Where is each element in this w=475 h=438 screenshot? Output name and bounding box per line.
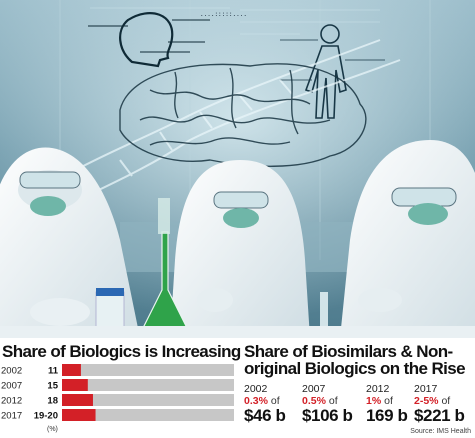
lab-photo: ....:::::....	[0, 0, 475, 338]
year-label: 2007	[302, 383, 326, 395]
bar-track	[62, 409, 234, 421]
year-label: 2012	[366, 383, 390, 395]
bar-2012	[62, 394, 93, 406]
share-value: 2-5%	[414, 395, 439, 407]
bar-year-label: 2002	[1, 366, 22, 377]
bar-value-label: 18	[47, 396, 58, 407]
bar-year-label: 2012	[1, 396, 22, 407]
bar-2002	[62, 364, 81, 376]
hologram-body-icon	[280, 24, 385, 119]
share-value: 1%	[366, 395, 382, 407]
lab-table	[0, 326, 475, 338]
market-amount: $46 b	[244, 406, 286, 425]
biosimilars-col-2007: 2007 0.5% of $106 b	[302, 384, 364, 425]
bar-2017	[62, 409, 96, 421]
bar-value-label: 11	[48, 366, 59, 377]
biologics-chart-title: Share of Biologics is Increasing	[2, 342, 241, 361]
bar-track	[62, 379, 234, 391]
of-text: of	[328, 395, 338, 407]
of-text: of	[441, 395, 451, 407]
scientist-right	[340, 140, 475, 338]
biologics-bar-chart: 2002 11 2007 15 2012 18 2017 19-20 (%)	[1, 364, 234, 433]
of-text: of	[270, 395, 280, 407]
bar-track	[62, 394, 234, 406]
market-amount: $106 b	[302, 406, 353, 425]
share-line: 0.5% of	[302, 395, 364, 407]
source-note: Source: IMS Health	[410, 428, 471, 435]
share-value: 0.3%	[244, 395, 268, 407]
bar-2007	[62, 379, 88, 391]
biosimilars-panel: Share of Biosimilars & Non-original Biol…	[244, 338, 475, 438]
market-amount: $221 b	[414, 406, 465, 425]
biosimilars-columns: 2002 0.3% of $46 b 2007 0.5% of $106 b 2…	[244, 384, 475, 428]
unit-label: (%)	[47, 426, 58, 433]
year-label: 2002	[244, 383, 268, 395]
biosimilars-col-2017: 2017 2-5% of $221 b	[414, 384, 475, 425]
biosimilars-col-2002: 2002 0.3% of $46 b	[244, 384, 306, 425]
hologram-grid	[90, 7, 380, 35]
market-amount: 169 b	[366, 406, 408, 425]
biosimilars-title: Share of Biosimilars & Non-original Biol…	[244, 343, 475, 377]
scientist-center	[170, 160, 310, 338]
of-text: of	[384, 395, 393, 407]
share-line: 2-5% of	[414, 395, 475, 407]
biosimilars-title-text: Share of Biosimilars & Non-original Biol…	[244, 342, 466, 378]
biologics-share-panel: Share of Biologics is Increasing 2002 11 2…	[0, 338, 241, 438]
share-line: 0.3% of	[244, 395, 306, 407]
bar-track	[62, 364, 234, 376]
svg-text:....:::::....: ....:::::....	[200, 11, 247, 18]
share-value: 0.5%	[302, 395, 326, 407]
bar-year-label: 2007	[1, 381, 22, 392]
bar-value-label: 15	[47, 381, 58, 392]
year-label: 2017	[414, 383, 438, 395]
hologram-brain-icon	[119, 63, 367, 167]
hologram-head-icon	[88, 12, 210, 68]
bar-value-label: 19-20	[34, 411, 58, 422]
share-line: 1% of	[366, 395, 428, 407]
lab-scene-illustration: ....:::::....	[0, 0, 475, 338]
bar-year-label: 2017	[1, 411, 22, 422]
biosimilars-col-2012: 2012 1% of 169 b	[366, 384, 428, 425]
